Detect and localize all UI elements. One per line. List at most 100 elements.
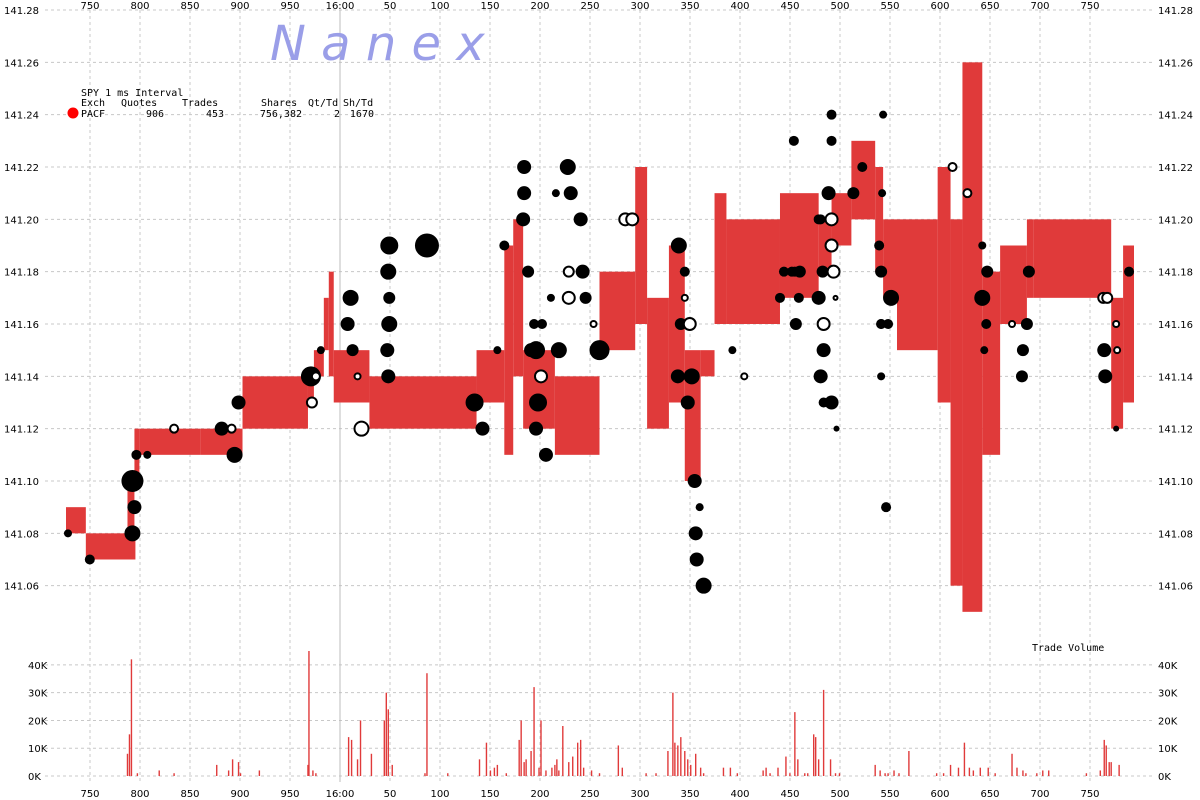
trade-marker	[883, 319, 894, 329]
volume-tick-left: 40K	[28, 661, 48, 672]
quote-band	[883, 219, 897, 298]
trade-marker-open	[310, 371, 321, 382]
trade-marker-open	[562, 265, 575, 278]
price-tick-right: 141.12	[1158, 425, 1193, 436]
legend-title: SPY 1 ms Interval	[81, 88, 183, 99]
trade-marker	[579, 291, 592, 304]
trade-marker	[978, 241, 987, 250]
trade-marker	[695, 577, 712, 594]
trade-marker-open	[305, 396, 318, 409]
trade-marker	[536, 319, 547, 329]
volume-tick-right: 10K	[1158, 744, 1178, 755]
trade-marker	[475, 421, 490, 436]
trade-marker	[679, 266, 690, 277]
trade-marker	[833, 425, 840, 432]
trade-marker	[527, 341, 546, 360]
trade-marker	[499, 240, 510, 251]
time-tick-top: 700	[1030, 1, 1049, 12]
price-tick-left: 141.10	[4, 477, 39, 488]
volume-tick-left: 0K	[28, 772, 41, 783]
trade-marker-open	[1112, 320, 1121, 328]
trade-marker	[559, 159, 576, 175]
quote-band	[139, 428, 201, 455]
trade-marker-open	[226, 423, 237, 434]
quote-band	[647, 297, 669, 429]
quote-band	[1111, 297, 1124, 429]
trade-marker	[875, 265, 888, 278]
time-tick-bottom: 650	[980, 789, 999, 800]
price-tick-right: 141.28	[1158, 6, 1193, 17]
trade-marker	[793, 292, 804, 303]
quote-band	[875, 167, 884, 272]
trade-marker	[878, 189, 887, 198]
trade-marker-open	[533, 369, 548, 384]
volume-tick-right: 40K	[1158, 661, 1178, 672]
trade-marker	[517, 160, 532, 174]
quote-band	[851, 140, 876, 220]
price-tick-right: 141.22	[1158, 163, 1193, 174]
trade-marker	[342, 289, 359, 306]
time-tick-bottom: 800	[130, 789, 149, 800]
legend-shares: 756,382	[260, 109, 302, 120]
trade-marker	[670, 237, 687, 254]
trade-marker	[816, 265, 829, 278]
time-tick-top: 400	[730, 1, 749, 12]
quote-band	[1033, 219, 1112, 298]
price-tick-right: 141.20	[1158, 215, 1193, 226]
trade-marker	[1097, 343, 1112, 358]
trade-marker	[786, 266, 797, 277]
legend-trades: 453	[206, 109, 224, 120]
time-tick-top: 350	[680, 1, 699, 12]
price-tick-right: 141.10	[1158, 477, 1193, 488]
trade-marker	[981, 265, 994, 278]
quote-band	[323, 297, 329, 351]
nanex-watermark: N a n e x	[270, 16, 485, 72]
trade-marker-open	[680, 293, 689, 302]
price-tick-left: 141.12	[4, 425, 39, 436]
legend-quotes: 906	[146, 109, 164, 120]
trade-marker	[381, 316, 398, 332]
trade-marker	[121, 470, 144, 492]
price-tick-left: 141.14	[4, 372, 39, 383]
time-tick-bottom: 500	[830, 789, 849, 800]
trade-marker-open	[353, 372, 362, 381]
quote-band	[831, 193, 852, 246]
trade-marker	[1016, 344, 1029, 357]
trade-marker	[788, 135, 799, 146]
legend-sh-td: 1670	[350, 109, 374, 120]
trade-marker	[857, 162, 868, 172]
trade-marker	[380, 263, 397, 280]
trade-marker	[981, 319, 992, 329]
legend: SPY 1 ms Interval Exch Quotes Trades Sha…	[67, 88, 374, 120]
time-tick-top: 500	[830, 1, 849, 12]
time-tick-top: 750	[1080, 1, 1099, 12]
trade-marker	[1020, 318, 1033, 330]
time-tick-bottom: 450	[780, 789, 799, 800]
trade-marker	[879, 110, 888, 119]
price-tick-left: 141.28	[4, 6, 39, 17]
legend-qt-td: 2	[334, 109, 340, 120]
trade-marker	[824, 395, 839, 410]
trade-marker	[1022, 265, 1035, 278]
legend-header-quotes: Quotes	[121, 98, 157, 109]
time-tick-top: 50	[384, 1, 397, 12]
trade-marker	[1113, 425, 1120, 432]
trade-marker	[226, 446, 243, 463]
time-tick-top: 800	[130, 1, 149, 12]
time-tick-bottom: 100	[430, 789, 449, 800]
trade-marker-open	[169, 423, 180, 434]
trade-marker	[695, 503, 704, 512]
volume-tick-right: 30K	[1158, 689, 1178, 700]
trade-marker	[811, 290, 826, 305]
volume-bars	[126, 651, 1120, 776]
trade-marker-open	[1008, 320, 1017, 328]
trade-marker-open	[962, 188, 973, 199]
trade-marker	[980, 346, 989, 355]
trade-marker	[550, 342, 567, 359]
trade-marker	[847, 187, 860, 200]
price-tick-right: 141.06	[1158, 582, 1193, 593]
trade-marker	[143, 450, 152, 459]
time-tick-top: 650	[980, 1, 999, 12]
trade-marker	[589, 340, 610, 361]
